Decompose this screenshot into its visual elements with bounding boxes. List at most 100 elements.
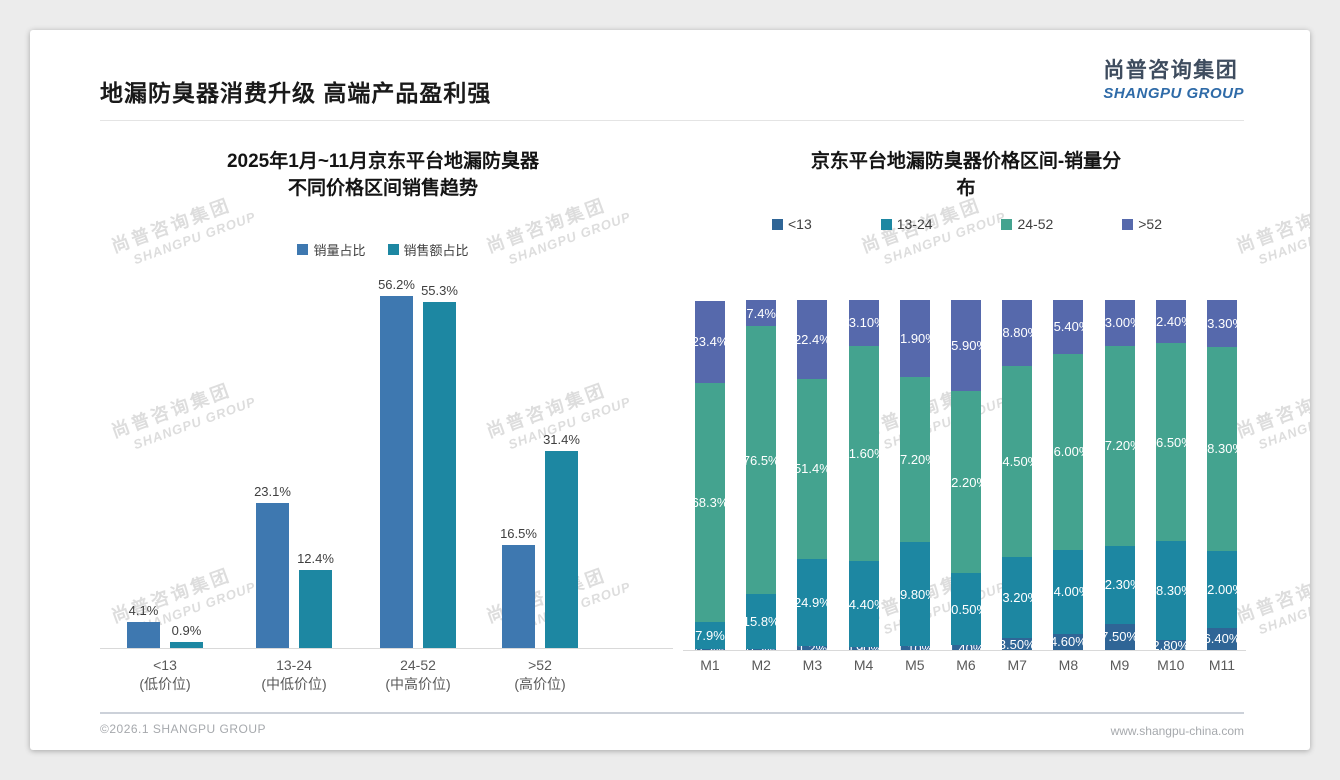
watermark-cn: 尚普咨询集团 — [1233, 194, 1310, 257]
stacked-segment-label: 21.90% — [899, 330, 930, 346]
stacked-segment — [1155, 640, 1186, 650]
legend-label: 销售额占比 — [403, 243, 469, 258]
stacked-segment-label: 4.60% — [1053, 634, 1083, 650]
legend-item: <13 — [772, 216, 812, 232]
legend-item: 13-24 — [880, 216, 933, 232]
x-label: M7 — [1007, 657, 1027, 673]
stacked-segment: 24.9% — [797, 558, 828, 646]
bar-value-label: 55.3% — [421, 283, 458, 298]
x-label: M4 — [853, 657, 874, 673]
stacked-segment-label: 23.20% — [1002, 589, 1032, 605]
x-label-range: 24-52 — [400, 657, 436, 673]
x-label-tier: (中低价位) — [261, 676, 327, 692]
stacked-segment-label: 57.20% — [1104, 438, 1135, 454]
stacked-segment-label: 23.4% — [695, 334, 725, 350]
stacked-segment-label: 58.30% — [1207, 441, 1237, 457]
stacked-segment-label: 24.40% — [848, 596, 879, 612]
stacked-segment-label: 20.50% — [951, 601, 981, 617]
stacked-segment-label: 56.50% — [1155, 434, 1186, 450]
stacked-segment: 56.00% — [1053, 353, 1084, 550]
stacked-segment-label: 2.80% — [1152, 638, 1190, 650]
x-label-group: 13-24 (中低价位) — [234, 656, 354, 694]
stacked-segment-label: 56.00% — [1053, 444, 1083, 460]
stacked-segment: 61.60% — [848, 345, 879, 562]
stacked-bar: 2.80% 28.30% 56.50% 12.40% — [1152, 300, 1189, 650]
watermark-en: SHANGPU GROUP — [1256, 209, 1310, 268]
stacked-segment-label: 76.5% — [746, 452, 776, 468]
stacked-segment-label: 13.30% — [1207, 315, 1237, 331]
stacked-bar: 7.50% 22.30% 57.20% 13.00% — [1104, 300, 1135, 650]
right-chart-axis-line — [683, 650, 1246, 651]
legend-item: 销量占比 — [297, 240, 366, 259]
bar-value-label: 12.4% — [297, 551, 334, 566]
stacked-segment: 20.50% — [951, 573, 981, 646]
legend-swatch — [297, 244, 309, 255]
x-label-tier: (高价位) — [514, 676, 566, 692]
stacked-segment: 51.4% — [797, 378, 828, 559]
stacked-segment — [951, 645, 981, 650]
legend-label: 13-24 — [896, 216, 933, 232]
stacked-segment: 6.40% — [1207, 627, 1237, 650]
footer-divider — [100, 712, 1244, 714]
stacked-segment-label: 6.40% — [1207, 631, 1237, 647]
x-axis-line — [100, 648, 673, 649]
watermark-en: SHANGPU GROUP — [1256, 579, 1310, 638]
title-divider — [100, 120, 1244, 121]
bar — [170, 642, 203, 648]
stacked-bar: 1.10%29.80%47.20%21.90% — [896, 300, 933, 650]
stacked-segment: 57.20% — [1104, 345, 1135, 546]
x-label-group: >52 (高价位) — [480, 656, 600, 694]
x-label: M6 — [956, 657, 976, 673]
stacked-segment-label: 13.10% — [848, 315, 879, 331]
stacked-segment: 47.20% — [899, 376, 930, 542]
stacked-segment: 54.50% — [1002, 365, 1033, 557]
bar-value-label: 0.9% — [171, 623, 202, 638]
x-label-range: 13-24 — [276, 657, 312, 673]
stacked-segment: 7.50% — [1104, 623, 1135, 650]
right-chart-title: 京东平台地漏防臭器价格区间-销量分 布 — [690, 148, 1242, 202]
stacked-segment: 4.60% — [1053, 633, 1084, 650]
x-label: M10 — [1157, 657, 1185, 673]
stacked-segment: 13.00% — [1104, 300, 1135, 346]
logo-cn-text: 尚普咨询集团 — [1103, 59, 1239, 82]
stacked-segment — [899, 646, 930, 650]
slide: 尚普咨询集团 SHANGPU GROUP 尚普咨询集团 SHANGPU GROUP 尚普… — [30, 30, 1310, 750]
legend-swatch — [387, 244, 399, 255]
stacked-bar: 0.90%24.40%61.60%13.10% — [845, 300, 882, 650]
bar — [380, 296, 413, 648]
right-chart-title-line1: 京东平台地漏防臭器价格区间-销量分 — [810, 151, 1122, 172]
stacked-segment-label: 51.4% — [797, 461, 827, 477]
stacked-segment: 7.4% — [746, 300, 777, 327]
bar — [127, 622, 160, 648]
logo: 尚普咨询集团 SHANGPU GROUP — [1103, 54, 1244, 102]
stacked-segment-label: 13.00% — [1104, 315, 1135, 331]
bar-value-label: 4.1% — [128, 603, 159, 618]
stacked-segment-label: 52.20% — [951, 474, 981, 490]
x-label: M2 — [751, 657, 771, 673]
stacked-segment: 22.00% — [1207, 550, 1237, 628]
right-chart-plot: 0.2%7.9%68.3%23.4%0.2%15.8%76.5%7.4%1.2%… — [688, 300, 1243, 650]
stacked-segment: 22.4% — [797, 300, 828, 379]
stacked-segment: 76.5% — [746, 326, 777, 594]
stacked-segment-label: 7.4% — [746, 305, 776, 321]
x-label: M5 — [905, 657, 925, 673]
stacked-segment-label: 3.50% — [998, 636, 1036, 650]
stacked-segment: 13.30% — [1207, 300, 1237, 347]
bar — [502, 545, 535, 648]
x-label-group: <13 (低价位) — [105, 656, 225, 694]
watermark-en: SHANGPU GROUP — [1256, 394, 1310, 453]
legend-label: >52 — [1138, 216, 1162, 232]
x-label: M8 — [1058, 657, 1079, 673]
legend-swatch — [1122, 218, 1134, 230]
stacked-segment-label: 7.50% — [1104, 629, 1135, 645]
stacked-segment-label: 47.20% — [899, 451, 930, 467]
legend-item: >52 — [1122, 216, 1162, 232]
stacked-segment — [695, 649, 725, 650]
x-label-group: 24-52 (中高价位) — [358, 656, 478, 694]
stacked-segment-label: 61.60% — [848, 446, 879, 462]
watermark-cn: 尚普咨询集团 — [1233, 564, 1310, 627]
bar-value-label: 16.5% — [500, 526, 537, 541]
watermark-cn: 尚普咨询集团 — [1233, 379, 1310, 442]
left-chart-title: 2025年1月~11月京东平台地漏防臭器 不同价格区间销售趋势 — [103, 148, 663, 202]
stacked-segment: 52.20% — [951, 390, 981, 574]
